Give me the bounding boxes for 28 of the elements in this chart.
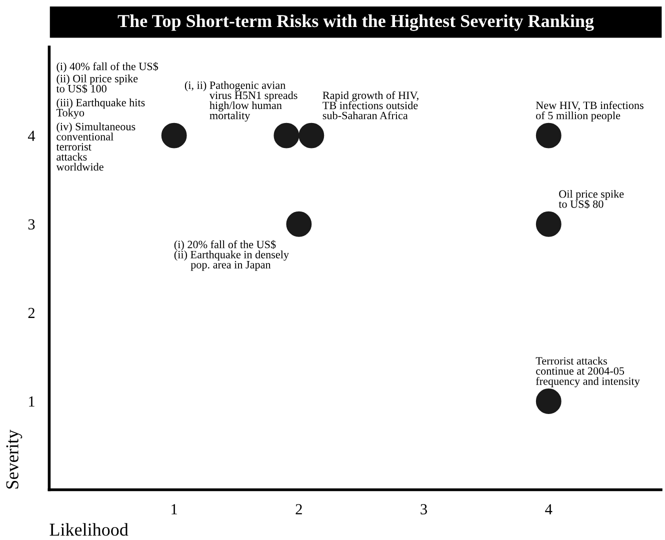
y-tick-label: 4 xyxy=(28,130,36,141)
x-axis-title: Likelihood xyxy=(50,523,128,536)
chart-title: The Top Short-term Risks with the Hightest Severity Ranking xyxy=(118,14,594,31)
y-tick-label: 3 xyxy=(28,219,35,230)
point xyxy=(161,122,187,148)
annotation: Terrorist attacks continue at 2004-05 frequency and intensity xyxy=(536,356,640,388)
y-tick-label: 1 xyxy=(29,396,34,407)
point xyxy=(274,122,300,148)
point xyxy=(286,211,312,237)
y-tick-label: 2 xyxy=(28,308,34,318)
point xyxy=(298,122,324,148)
annotation: New HIV, TB infections of 5 million people xyxy=(536,101,644,122)
annotation: (ii) Oil price spike to US$ 100 xyxy=(56,74,138,94)
x-tick-label: 2 xyxy=(296,504,302,514)
annotation: (iv) Simultaneous conventional terrorist attacks worldwide xyxy=(56,122,136,171)
point xyxy=(536,122,562,148)
annotation: (i, ii) Pathogenic avian virus H5N1 spreads high/low human mortality xyxy=(184,81,298,122)
point xyxy=(536,211,562,237)
annotation: Oil price spike to US$ 80 xyxy=(558,190,624,209)
annotation: Rapid growth of HIV, TB infections outside sub-Saharan Africa xyxy=(322,91,418,120)
x-tick-label: 1 xyxy=(172,504,177,514)
annotation: (iii) Earthquake hits Tokyo xyxy=(56,98,145,119)
annotation: (i) 40% fall of the US$ xyxy=(56,62,158,72)
annotation: (i) 20% fall of the US$ (ii) Earthquake in densely pop. area in Japan xyxy=(174,240,289,271)
point xyxy=(536,388,562,414)
y-axis-title: Severity xyxy=(6,430,22,489)
x-tick-label: 3 xyxy=(420,504,428,514)
x-tick-label: 4 xyxy=(545,504,552,514)
